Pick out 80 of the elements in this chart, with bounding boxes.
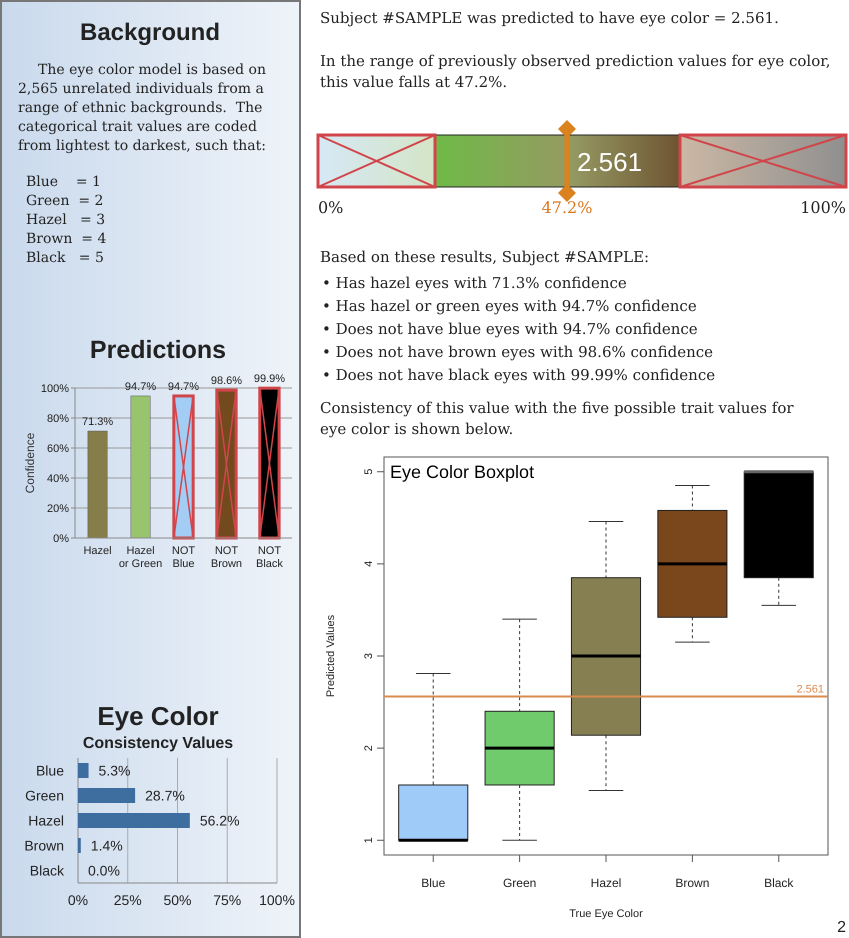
y-tick-label: 40% bbox=[46, 473, 70, 485]
x-tick-label: 25% bbox=[114, 892, 142, 908]
y-axis-title: Confidence bbox=[23, 432, 37, 494]
text: Blue = 1 bbox=[26, 174, 101, 190]
text: Background bbox=[80, 19, 220, 46]
y-tick-label: 80% bbox=[46, 413, 70, 425]
text: Consistency of this value with the five possible trait values for bbox=[320, 399, 794, 417]
ref-line-label: 2.561 bbox=[796, 683, 824, 696]
data-label: 94.7% bbox=[168, 380, 200, 393]
text: this value falls at 47.2%. bbox=[320, 73, 508, 91]
chart-subtitle: Consistency Values bbox=[82, 735, 234, 752]
x-tick-label: Hazel bbox=[590, 876, 622, 890]
x-tick-label: 50% bbox=[163, 892, 192, 908]
x-tick-label: NOT Black bbox=[256, 545, 284, 570]
text: categorical trait values are coded bbox=[18, 119, 257, 135]
text: Brown = 4 bbox=[26, 231, 106, 247]
y-tick-label: Green bbox=[25, 788, 64, 804]
text: 100% bbox=[800, 198, 846, 217]
text: Subject #SAMPLE was predicted to have eye color = 2.561. bbox=[320, 9, 779, 27]
text: • Does not have blue eyes with 94.7% confidence bbox=[322, 320, 698, 338]
y-tick-label: 100% bbox=[40, 383, 70, 395]
x-tick-label: 75% bbox=[213, 892, 242, 908]
text: • Does not have brown eyes with 98.6% confidence bbox=[322, 343, 714, 361]
x-tick-label: Hazel bbox=[83, 545, 112, 557]
y-tick-label: 0% bbox=[53, 533, 70, 545]
x-tick-label: Brown bbox=[675, 876, 710, 890]
y-tick-label: 20% bbox=[46, 503, 70, 515]
text: Black = 5 bbox=[26, 250, 104, 266]
text: range of ethnic backgrounds. The bbox=[18, 100, 262, 116]
text: 0% bbox=[318, 198, 344, 217]
y-tick-label: 5 bbox=[363, 468, 375, 475]
text: Based on these results, Subject #SAMPLE: bbox=[320, 248, 650, 266]
text: • Has hazel eyes with 71.3% confidence bbox=[322, 274, 627, 292]
x-tick-label: Blue bbox=[421, 876, 446, 890]
x-tick-label: NOT Brown bbox=[210, 545, 242, 570]
data-label: 71.3% bbox=[82, 416, 114, 428]
x-tick-label: Green bbox=[502, 876, 536, 890]
y-tick-label: 3 bbox=[363, 652, 375, 660]
text: 2 bbox=[837, 919, 846, 936]
bar bbox=[78, 813, 190, 828]
y-axis-title: Predicted Values bbox=[325, 614, 337, 698]
y-tick-label: 60% bbox=[46, 443, 70, 455]
text: eye color is shown below. bbox=[320, 420, 514, 438]
x-tick-label: 100% bbox=[259, 892, 295, 908]
text: Hazel = 3 bbox=[26, 212, 106, 228]
data-label: 99.9% bbox=[254, 373, 286, 386]
text: from lightest to darkest, such that: bbox=[18, 138, 266, 154]
y-tick-label: Hazel bbox=[28, 812, 64, 828]
y-tick-label: Black bbox=[30, 862, 65, 878]
text: 2,565 unrelated individuals from a bbox=[18, 81, 264, 97]
text: • Has hazel or green eyes with 94.7% confidence bbox=[322, 297, 697, 315]
data-label: 94.7% bbox=[124, 380, 156, 393]
text: Green = 2 bbox=[26, 193, 104, 209]
data-label: 5.3% bbox=[98, 762, 130, 778]
data-label: 28.7% bbox=[145, 788, 185, 804]
y-tick-label: 4 bbox=[363, 560, 375, 567]
chart-title: Eye Color Boxplot bbox=[390, 462, 534, 482]
data-label: 1.4% bbox=[90, 838, 123, 854]
x-tick-label: Hazel or Green bbox=[118, 545, 162, 570]
bar bbox=[78, 763, 89, 778]
text: In the range of previously observed prediction values for eye color, bbox=[320, 52, 831, 70]
x-axis-title: True Eye Color bbox=[569, 908, 644, 920]
data-label: 98.6% bbox=[210, 375, 242, 388]
text: • Does not have black eyes with 99.99% confidence bbox=[322, 366, 716, 384]
x-tick-label: Black bbox=[764, 876, 794, 890]
data-label: 0.0% bbox=[88, 862, 120, 878]
bar bbox=[78, 788, 136, 803]
text: 47.2% bbox=[542, 198, 592, 217]
x-tick-label: 0% bbox=[68, 892, 88, 908]
y-tick-label: Brown bbox=[24, 838, 64, 854]
chart-title: Predictions bbox=[90, 336, 226, 364]
y-tick-label: 1 bbox=[363, 837, 375, 844]
y-tick-label: Blue bbox=[36, 762, 64, 778]
chart-title: Eye Color bbox=[97, 701, 219, 731]
text: The eye color model is based on bbox=[38, 62, 266, 78]
y-tick-label: 2 bbox=[363, 745, 375, 752]
text: 2.561 bbox=[577, 147, 642, 177]
data-label: 56.2% bbox=[200, 812, 240, 828]
bar bbox=[78, 838, 81, 853]
x-tick-label: NOT Blue bbox=[172, 545, 196, 570]
